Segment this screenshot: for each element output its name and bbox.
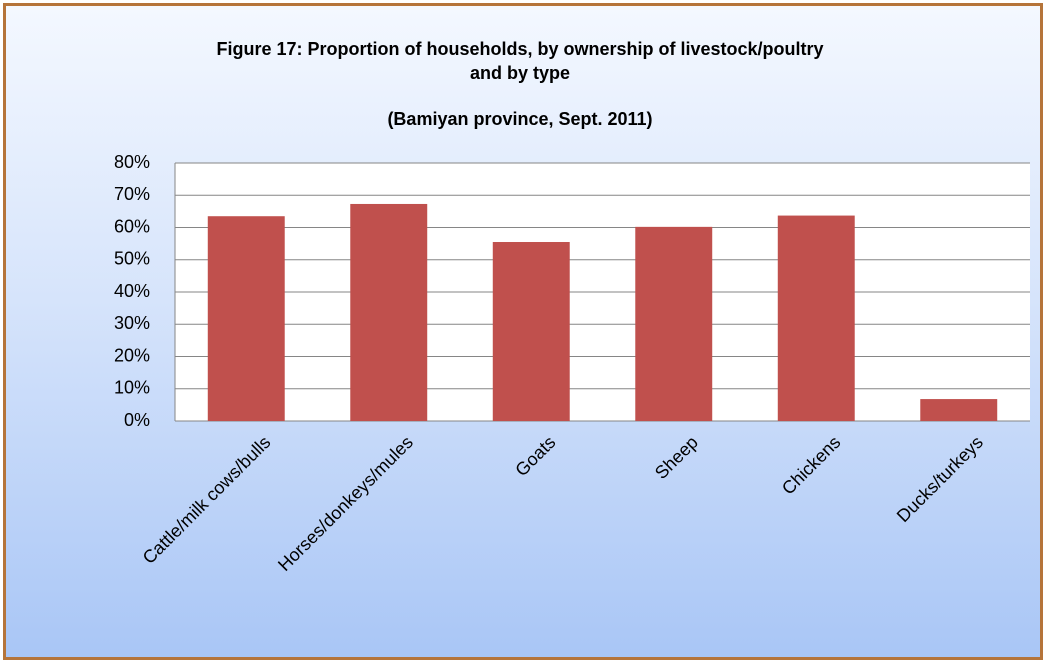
y-tick-label: 60% — [114, 216, 150, 236]
bar — [777, 215, 855, 421]
x-tick-label: Cattle/milk cows/bulls — [139, 432, 275, 568]
y-tick-label: 10% — [114, 378, 150, 398]
bar — [920, 399, 998, 421]
chart-title: Figure 17: Proportion of households, by … — [216, 39, 824, 83]
x-tick-label: Horses/donkeys/mules — [274, 432, 417, 575]
bar — [350, 203, 428, 421]
bar — [492, 242, 570, 421]
x-tick-label: Ducks/turkeys — [893, 432, 987, 526]
y-tick-label: 80% — [114, 152, 150, 172]
y-tick-label: 30% — [114, 313, 150, 333]
y-tick-label: 0% — [124, 410, 150, 430]
x-tick-label: Chickens — [778, 432, 844, 498]
x-tick-label: Sheep — [651, 432, 702, 483]
y-tick-label: 20% — [114, 345, 150, 365]
y-tick-label: 40% — [114, 281, 150, 301]
bar — [207, 216, 285, 421]
bar — [635, 226, 713, 421]
chart-subtitle: (Bamiyan province, Sept. 2011) — [387, 109, 653, 129]
y-tick-label: 50% — [114, 249, 150, 269]
y-tick-label: 70% — [114, 184, 150, 204]
x-tick-label: Goats — [511, 432, 559, 480]
